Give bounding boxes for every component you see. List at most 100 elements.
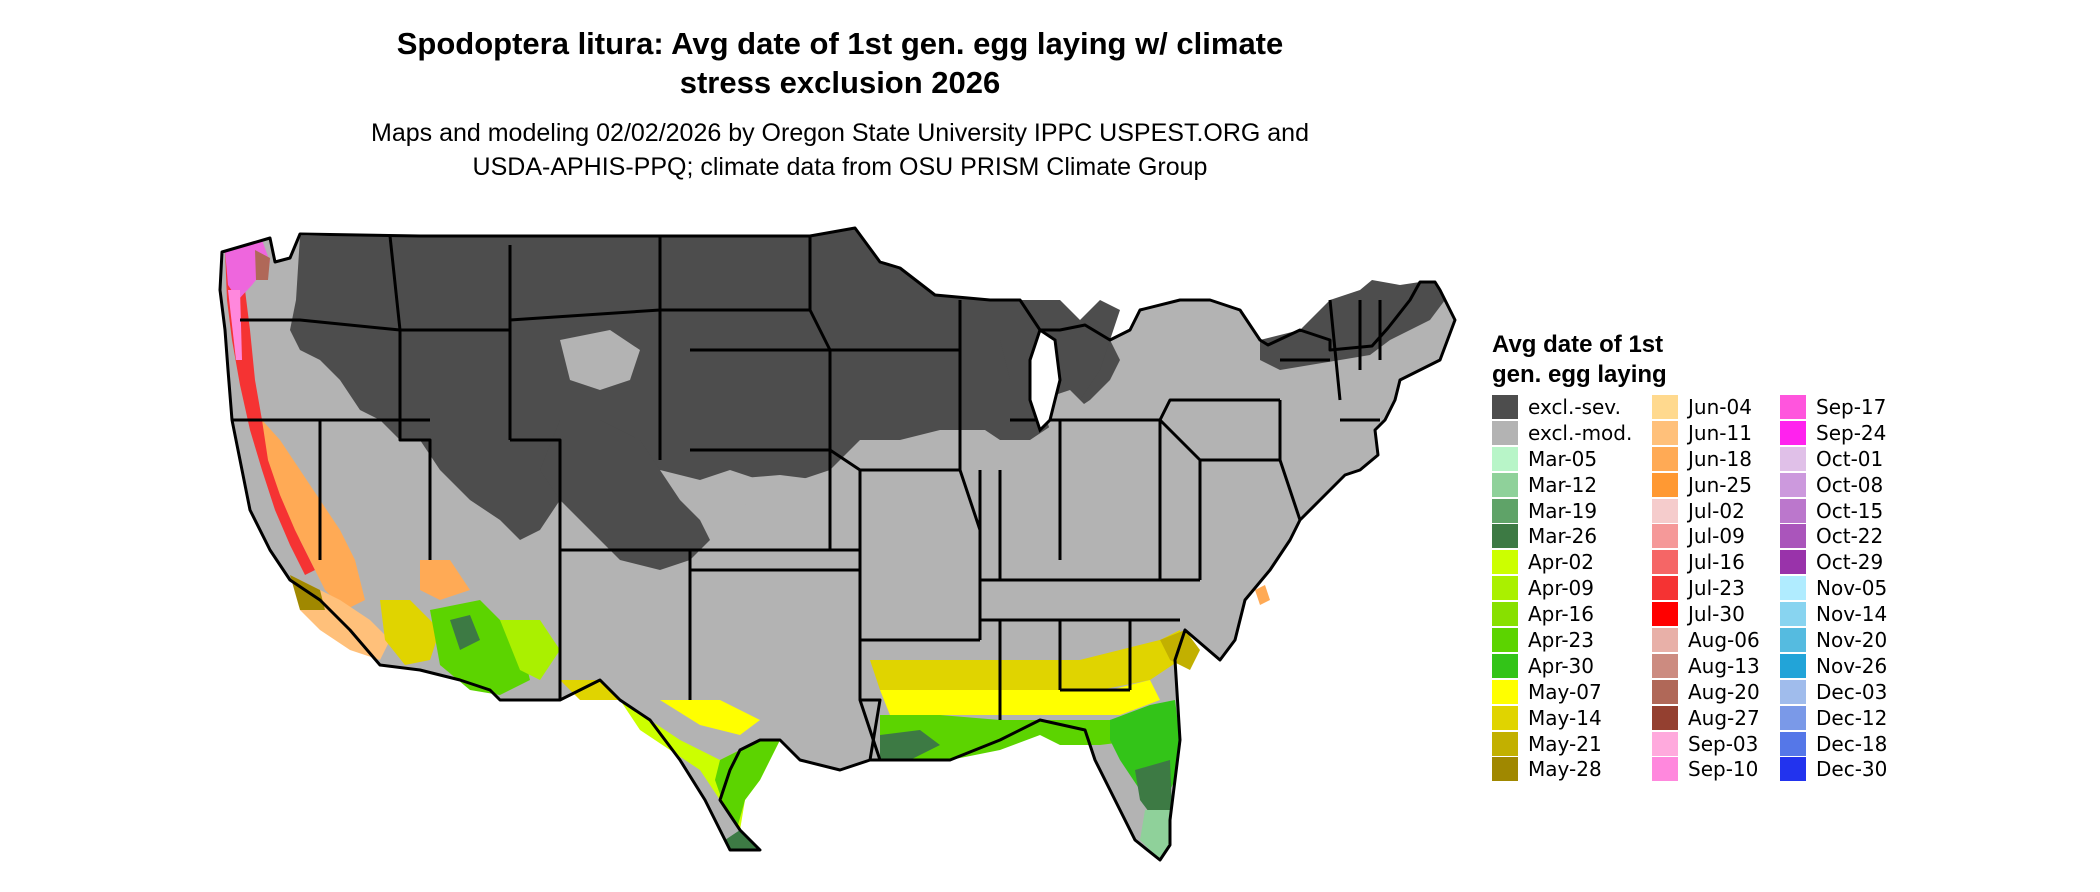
- legend-item: Dec-18: [1780, 731, 1887, 757]
- legend-item: Aug-13: [1652, 653, 1760, 679]
- legend-item: Mar-19: [1492, 498, 1632, 524]
- legend-label: Jul-02: [1688, 498, 1745, 523]
- legend-label: Apr-23: [1528, 627, 1594, 652]
- legend-label: Mar-19: [1528, 498, 1598, 523]
- legend-item: excl.-sev.: [1492, 394, 1632, 420]
- legend-item: Nov-14: [1780, 601, 1887, 627]
- legend-swatch: [1652, 731, 1678, 756]
- legend-item: Nov-26: [1780, 653, 1887, 679]
- legend-label: Mar-05: [1528, 446, 1598, 471]
- legend-label: Jul-09: [1688, 524, 1745, 549]
- legend-label: Dec-12: [1816, 705, 1888, 730]
- legend-swatch: [1652, 420, 1678, 445]
- legend-swatch: [1652, 524, 1678, 549]
- legend-label: Oct-15: [1816, 498, 1884, 523]
- legend-item: May-21: [1492, 731, 1632, 757]
- state-borders: [218, 226, 1457, 862]
- legend-swatch: [1492, 602, 1518, 627]
- moderate-patch-wyoming: [560, 330, 640, 390]
- legend-swatch: [1780, 420, 1806, 445]
- legend-swatch: [1652, 757, 1678, 782]
- legend-label: Mar-12: [1528, 472, 1598, 497]
- severe-exclusion-rockies: [540, 420, 710, 570]
- legend-swatch: [1780, 731, 1806, 756]
- legend-swatch: [1780, 472, 1806, 497]
- legend-label: Dec-30: [1816, 757, 1888, 782]
- legend-label: Sep-17: [1816, 394, 1887, 419]
- legend-item: excl.-mod.: [1492, 420, 1632, 446]
- map-title: Spodoptera litura: Avg date of 1st gen. …: [240, 24, 1440, 102]
- central-valley-orange: [262, 420, 365, 610]
- georgia-yellow-band: [1080, 640, 1170, 680]
- legend-swatch: [1780, 394, 1806, 419]
- legend-label: Jun-04: [1688, 394, 1752, 419]
- legend-item: Jul-30: [1652, 601, 1760, 627]
- severe-exclusion-northeast: [1260, 280, 1445, 370]
- legend-swatch: [1492, 446, 1518, 471]
- pacific-coast-pink-strip: [228, 290, 242, 360]
- legend-item: Mar-05: [1492, 446, 1632, 472]
- legend-swatch: [1492, 550, 1518, 575]
- legend-item: Nov-20: [1780, 627, 1887, 653]
- legend-item: Jun-04: [1652, 394, 1760, 420]
- legend-swatch: [1652, 653, 1678, 678]
- legend-swatch: [1780, 498, 1806, 523]
- texas-coast-dark-green: [725, 830, 760, 850]
- legend-title: Avg date of 1st gen. egg laying: [1492, 330, 1667, 390]
- legend-label: excl.-sev.: [1528, 394, 1621, 419]
- legend-swatch: [1652, 679, 1678, 704]
- moderate-patch-nebraska: [720, 475, 820, 505]
- legend-label: May-07: [1528, 679, 1602, 704]
- legend-item: Oct-01: [1780, 446, 1887, 472]
- legend-swatch: [1492, 472, 1518, 497]
- legend-item: May-28: [1492, 756, 1632, 782]
- legend-column-1: excl.-sev. excl.-mod. Mar-05 Mar-12 Mar-19 Ma…: [1492, 394, 1632, 782]
- legend-label: Mar-26: [1528, 524, 1598, 549]
- legend-label: Nov-05: [1816, 576, 1888, 601]
- legend-item: Dec-03: [1780, 679, 1887, 705]
- legend-title-line-1: Avg date of 1st: [1492, 331, 1664, 358]
- legend-label: Aug-20: [1688, 679, 1760, 704]
- legend-item: Oct-15: [1780, 498, 1887, 524]
- map-title-line-1: Spodoptera litura: Avg date of 1st gen. …: [396, 26, 1284, 61]
- legend-label: Aug-06: [1688, 627, 1760, 652]
- texas-coast-yellow-inland: [660, 700, 760, 735]
- legend-label: Oct-01: [1816, 446, 1884, 471]
- legend-label: Apr-02: [1528, 550, 1594, 575]
- legend-label: Jun-11: [1688, 420, 1752, 445]
- legend-item: Jul-16: [1652, 549, 1760, 575]
- arizona-lime: [500, 620, 560, 680]
- legend-label: Aug-13: [1688, 653, 1760, 678]
- legend-item: Apr-23: [1492, 627, 1632, 653]
- north-carolina-orange-tip: [1255, 585, 1270, 605]
- legend-label: Sep-24: [1816, 420, 1887, 445]
- legend-label: Nov-20: [1816, 627, 1888, 652]
- legend-item: Dec-12: [1780, 705, 1887, 731]
- florida-mint-tip: [1140, 810, 1170, 860]
- legend-swatch: [1492, 731, 1518, 756]
- legend-label: Jul-23: [1688, 576, 1745, 601]
- title-block: Spodoptera litura: Avg date of 1st gen. …: [240, 24, 1440, 184]
- legend-item: Oct-08: [1780, 472, 1887, 498]
- legend-item: Jul-09: [1652, 523, 1760, 549]
- legend-item: Mar-26: [1492, 523, 1632, 549]
- legend-swatch: [1492, 627, 1518, 652]
- legend-item: Aug-27: [1652, 705, 1760, 731]
- legend-label: May-14: [1528, 705, 1602, 730]
- legend-swatch: [1492, 705, 1518, 730]
- legend-item: Sep-03: [1652, 731, 1760, 757]
- legend-item: Nov-05: [1780, 575, 1887, 601]
- legend-swatch: [1780, 757, 1806, 782]
- legend-item: Aug-20: [1652, 679, 1760, 705]
- florida-dark-green: [1135, 760, 1172, 820]
- legend-swatch: [1492, 653, 1518, 678]
- legend-item: Jun-18: [1652, 446, 1760, 472]
- pacific-coast-red-band: [225, 250, 315, 575]
- legend-swatch: [1780, 524, 1806, 549]
- arizona-dark-green: [450, 615, 480, 650]
- legend-swatch: [1652, 394, 1678, 419]
- lake-michigan[interactable]: [1028, 327, 1062, 433]
- legend-swatch: [1780, 705, 1806, 730]
- legend-swatch: [1780, 653, 1806, 678]
